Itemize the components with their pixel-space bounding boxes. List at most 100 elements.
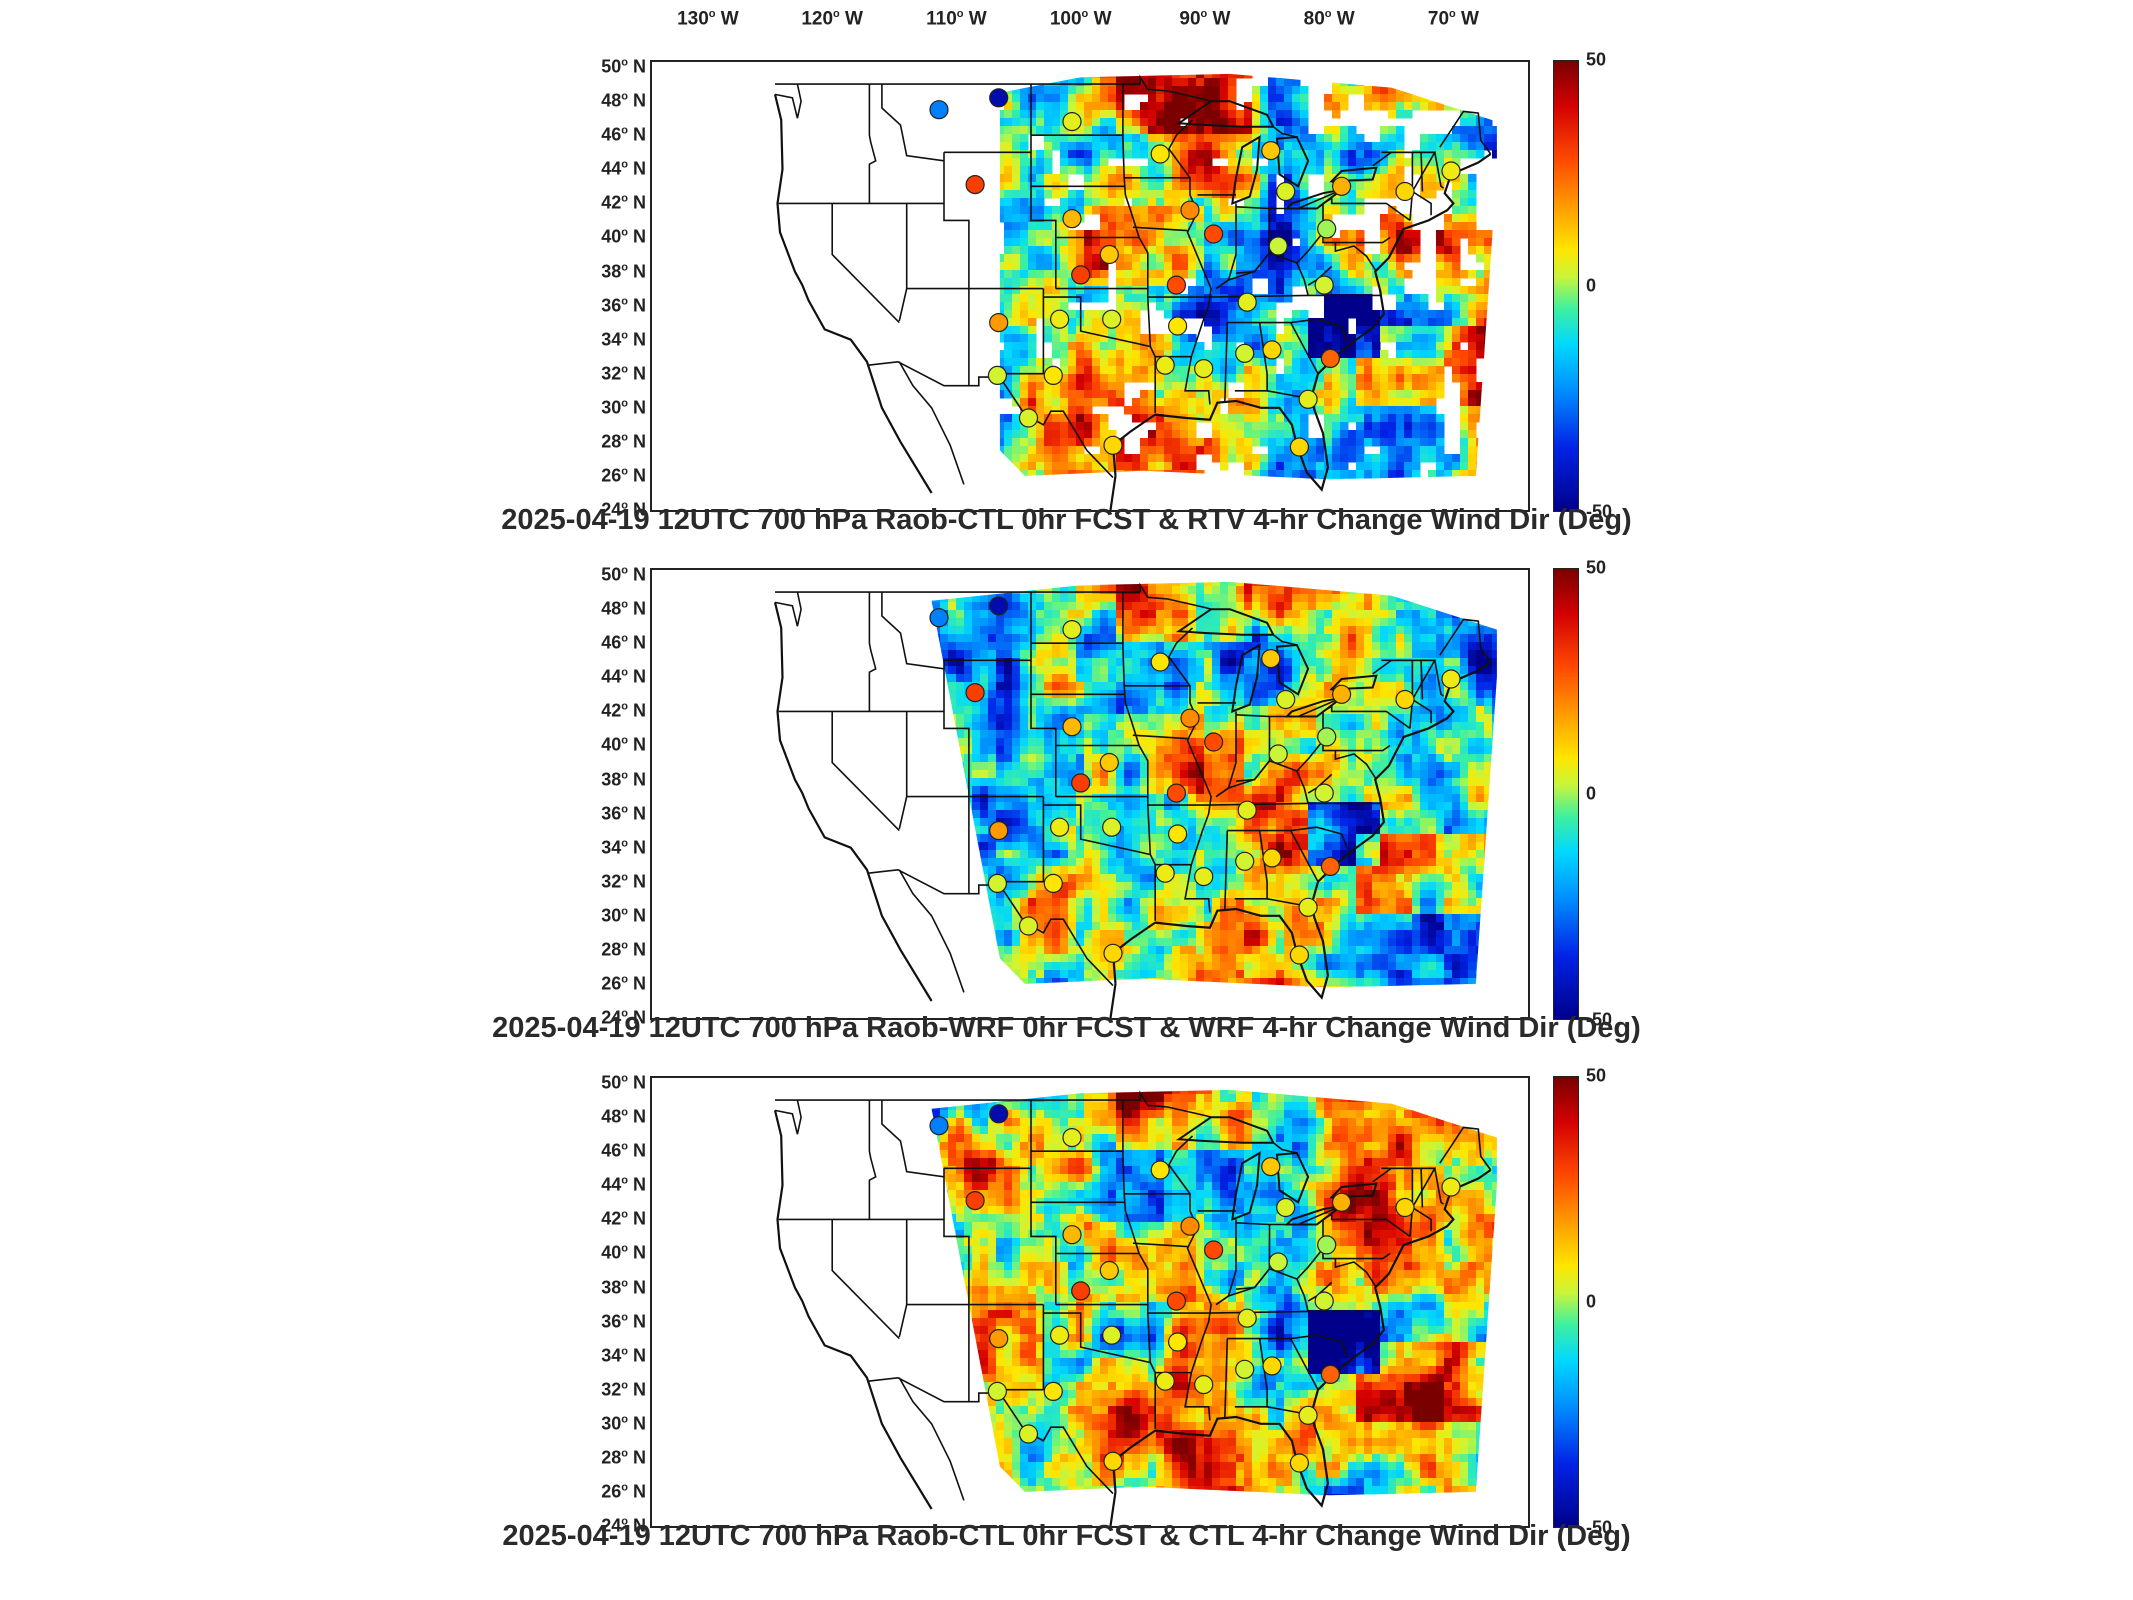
- coastline: [773, 94, 933, 494]
- raob-station-marker: [1166, 783, 1187, 803]
- longitude-tick-label: 130o W: [677, 8, 739, 30]
- latitude-tick-label: 28o N: [601, 1447, 646, 1468]
- raob-station-marker: [1441, 161, 1461, 181]
- latitude-tick-label: 46o N: [601, 124, 646, 145]
- raob-station-marker: [1071, 773, 1091, 793]
- raob-station-marker: [965, 174, 985, 195]
- raob-station-marker: [989, 596, 1009, 616]
- raob-station-marker: [1062, 1225, 1082, 1245]
- raob-station-marker: [1103, 943, 1123, 963]
- colorbar-tick-label: 0: [1586, 275, 1597, 296]
- raob-station-marker: [1150, 1160, 1170, 1180]
- great-lake-outline: [1329, 1182, 1378, 1199]
- raob-station-marker: [987, 1381, 1007, 1401]
- latitude-tick-label: 42o N: [601, 700, 646, 721]
- panel-title: 2025-04-19 12UTC 700 hPa Raob-CTL 0hr FC…: [502, 1520, 1631, 1552]
- colorbar-tick-label: 0: [1586, 783, 1597, 804]
- raob-station-marker: [1050, 817, 1070, 837]
- raob-station-marker: [1289, 437, 1310, 457]
- raob-station-marker: [1317, 1235, 1337, 1255]
- raob-station-marker: [1043, 1381, 1063, 1401]
- wind-direction-change-field: [931, 1089, 1497, 1496]
- great-lake-outline: [1231, 1151, 1261, 1221]
- raob-stations: [929, 596, 1461, 965]
- colorbar-tick-label: 50: [1586, 1065, 1607, 1086]
- latitude-tick-label: 28o N: [601, 939, 646, 960]
- raob-station-marker: [1018, 916, 1039, 936]
- map-panel-ctl: 50o N 48o N 46o N 44o N 42o N 40o N 38o N 36o N…: [0, 1066, 2133, 1586]
- map-canvas: [773, 581, 1497, 1018]
- latitude-tick-label: 32o N: [601, 1379, 646, 1400]
- latitude-tick-label: 50o N: [601, 564, 646, 585]
- latitude-tick-label: 30o N: [601, 397, 646, 418]
- raob-station-marker: [1194, 867, 1214, 887]
- raob-station-marker: [1103, 1451, 1123, 1471]
- raob-station-marker: [1062, 717, 1082, 737]
- great-lake-outline: [1284, 1204, 1343, 1226]
- latitude-tick-label: 48o N: [601, 1106, 646, 1127]
- raob-station-marker: [1062, 619, 1082, 640]
- latitude-tick-label: 38o N: [601, 769, 646, 790]
- raob-station-marker: [1298, 1405, 1318, 1425]
- great-lake-outline: [1329, 674, 1378, 691]
- raob-station-marker: [1062, 1127, 1082, 1148]
- latitude-tick-label: 28o N: [601, 431, 646, 452]
- longitude-axis: 130o W 120o W 110o W 100o W 90o W 80o W 70o W: [0, 0, 2133, 40]
- raob-station-marker: [1317, 727, 1337, 747]
- raob-station-marker: [1018, 1424, 1039, 1444]
- great-lake-outline: [1175, 100, 1275, 128]
- great-lake-outline: [1284, 188, 1343, 210]
- longitude-tick-label: 70o W: [1427, 8, 1479, 30]
- colorbar-tick-label: 50: [1586, 49, 1607, 70]
- raob-station-marker: [1166, 1291, 1187, 1311]
- latitude-tick-label: 44o N: [601, 158, 646, 179]
- latitude-tick-label: 26o N: [601, 973, 646, 994]
- map-frame: [650, 1076, 1530, 1528]
- raob-station-marker: [1180, 708, 1200, 728]
- raob-station-marker: [1289, 945, 1310, 965]
- colorbar-tick-label: -50: [1586, 1517, 1613, 1538]
- colorbar: [1553, 60, 1579, 512]
- raob-station-marker: [1103, 435, 1123, 455]
- latitude-tick-label: 40o N: [601, 226, 646, 247]
- raob-station-marker: [1262, 848, 1282, 868]
- raob-station-marker: [1235, 851, 1255, 871]
- latitude-tick-label: 42o N: [601, 1208, 646, 1229]
- colorbar: [1553, 568, 1579, 1020]
- coastline: [1109, 1491, 1117, 1526]
- panel-title: 2025-04-19 12UTC 700 hPa Raob-CTL 0hr FC…: [501, 504, 1632, 536]
- raob-station-marker: [989, 313, 1009, 333]
- wind-direction-change-field: [931, 581, 1497, 988]
- raob-station-marker: [1237, 800, 1257, 820]
- raob-station-marker: [1276, 181, 1296, 202]
- raob-station-marker: [1167, 824, 1188, 844]
- raob-station-marker: [1099, 1260, 1119, 1281]
- latitude-tick-label: 26o N: [601, 1481, 646, 1502]
- longitude-tick-label: 120o W: [801, 8, 863, 30]
- raob-station-marker: [1298, 389, 1318, 409]
- raob-station-marker: [1062, 111, 1082, 132]
- map-canvas: [773, 73, 1497, 510]
- raob-station-marker: [1331, 684, 1352, 704]
- longitude-tick-label: 110o W: [926, 8, 987, 30]
- great-lake-outline: [1231, 135, 1261, 205]
- raob-station-marker: [1150, 144, 1170, 164]
- raob-station-marker: [1395, 689, 1415, 710]
- raob-station-marker: [1268, 744, 1288, 764]
- latitude-tick-label: 50o N: [601, 1072, 646, 1093]
- raob-station-marker: [1331, 176, 1352, 196]
- raob-station-marker: [1320, 1364, 1341, 1384]
- raob-stations: [929, 1104, 1461, 1473]
- latitude-tick-label: 36o N: [601, 1311, 646, 1332]
- raob-station-marker: [1155, 1371, 1175, 1391]
- longitude-tick-label: 100o W: [1049, 8, 1112, 30]
- raob-station-marker: [1155, 355, 1175, 375]
- latitude-tick-label: 44o N: [601, 1174, 646, 1195]
- raob-station-marker: [1298, 897, 1318, 917]
- raob-station-marker: [1155, 863, 1175, 883]
- colorbar-tick-label: -50: [1586, 501, 1613, 522]
- raob-station-marker: [1314, 1291, 1334, 1311]
- longitude-tick-label: 90o W: [1179, 8, 1231, 30]
- raob-station-marker: [1102, 1325, 1122, 1345]
- raob-station-marker: [987, 873, 1007, 893]
